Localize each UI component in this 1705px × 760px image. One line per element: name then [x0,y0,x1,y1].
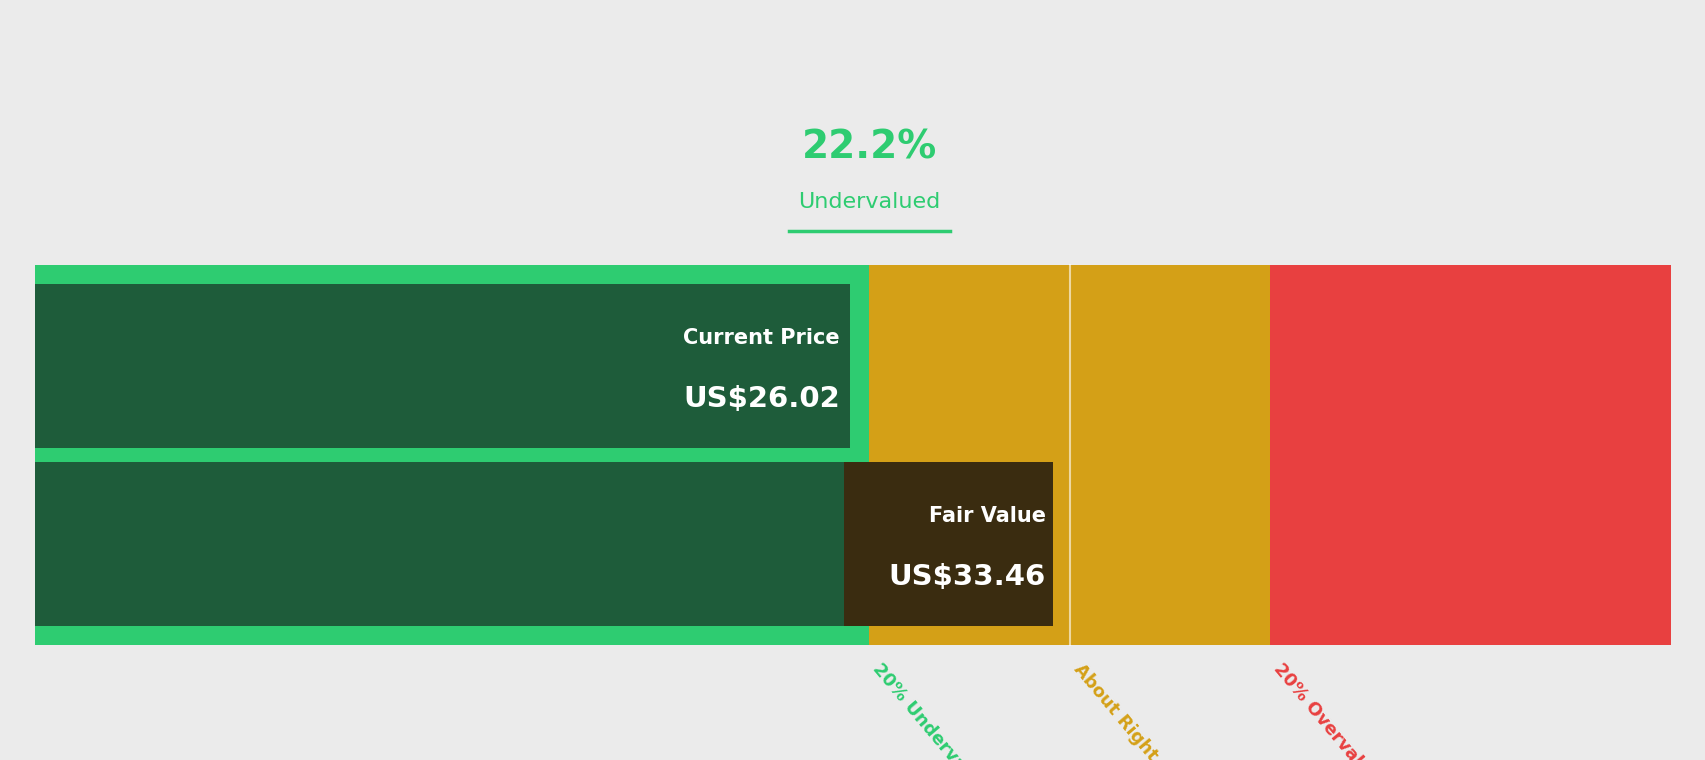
Bar [34,265,870,645]
Text: US$33.46: US$33.46 [888,562,1045,591]
Text: 22.2%: 22.2% [801,128,936,166]
Text: About Right: About Right [1069,660,1161,760]
Text: Undervalued: Undervalued [798,192,939,212]
Bar [870,265,1270,645]
Text: 20% Undervalued: 20% Undervalued [870,660,997,760]
Text: US$26.02: US$26.02 [682,385,839,413]
Text: Fair Value: Fair Value [929,506,1045,526]
Bar [844,462,1052,626]
Bar [34,284,849,448]
Bar [1270,265,1671,645]
Bar [540,284,849,448]
Text: Current Price: Current Price [682,328,839,348]
Bar [34,462,1052,626]
Text: 20% Overvalued: 20% Overvalued [1270,660,1390,760]
